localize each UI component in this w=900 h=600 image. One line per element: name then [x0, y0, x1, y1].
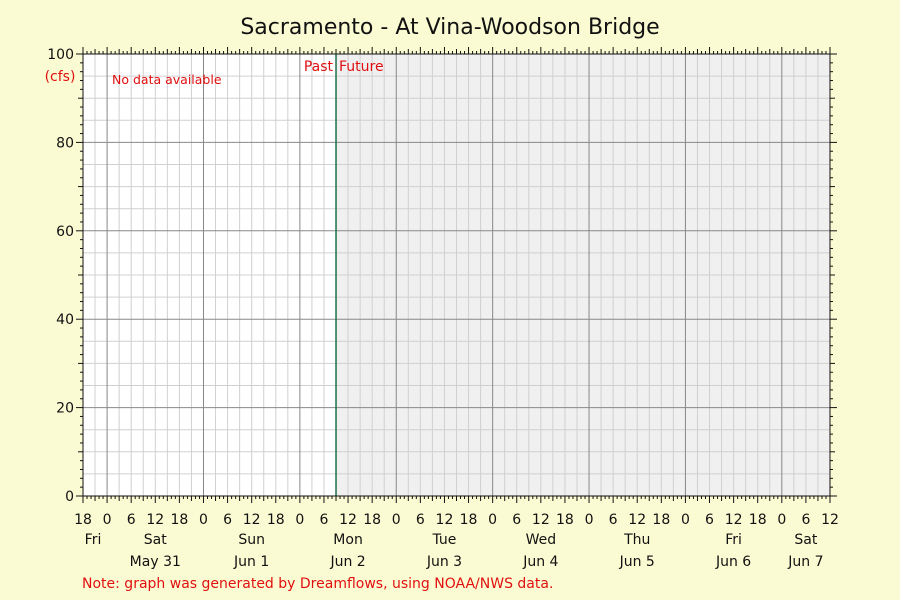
x-hour-label: 18 — [74, 512, 92, 528]
future-label: Future — [339, 59, 384, 75]
x-day-date: Jun 1 — [233, 554, 269, 570]
x-hour-label: 12 — [628, 512, 646, 528]
x-hour-label: 6 — [320, 512, 329, 528]
x-day-date: Jun 7 — [787, 554, 823, 570]
y-tick-label: 20 — [56, 401, 74, 417]
x-day-name: Mon — [333, 532, 363, 548]
x-day-name: Tue — [431, 532, 456, 548]
x-day-date: Jun 3 — [426, 554, 462, 570]
x-hour-label: 0 — [392, 512, 401, 528]
major-grid — [83, 54, 830, 496]
x-day-date: May 31 — [130, 554, 181, 570]
x-hour-label: 6 — [416, 512, 425, 528]
x-hour-label: 0 — [488, 512, 497, 528]
x-day-date: Jun 2 — [329, 554, 365, 570]
y-tick-label: 60 — [56, 224, 74, 240]
x-hour-label: 18 — [170, 512, 188, 528]
y-axis-unit: (cfs) — [45, 69, 76, 85]
y-axis-labels: 0 20 40 60 80 100 — [47, 47, 74, 505]
x-day-date: Jun 6 — [715, 554, 751, 570]
x-hour-label: 12 — [436, 512, 454, 528]
x-hour-label: 18 — [749, 512, 767, 528]
x-day-name: Fri — [725, 532, 742, 548]
x-axis-day-labels: Fri Sat Sun Mon Tue Wed Thu Fri Sat — [85, 532, 818, 548]
x-hour-label: 6 — [223, 512, 232, 528]
chart-title: Sacramento - At Vina-Woodson Bridge — [240, 15, 659, 40]
no-data-label: No data available — [112, 72, 222, 87]
footer-note: Note: graph was generated by Dreamflows,… — [82, 576, 553, 592]
x-day-date: Jun 4 — [522, 554, 558, 570]
x-day-name: Fri — [85, 532, 102, 548]
x-hour-label: 0 — [777, 512, 786, 528]
x-hour-label: 18 — [363, 512, 381, 528]
x-hour-label: 12 — [243, 512, 261, 528]
x-hour-label: 0 — [681, 512, 690, 528]
x-hour-label: 12 — [821, 512, 839, 528]
x-hour-label: 18 — [460, 512, 478, 528]
x-hour-label: 18 — [652, 512, 670, 528]
axis-ticks — [76, 47, 837, 503]
y-tick-label: 40 — [56, 312, 74, 328]
x-day-name: Sat — [144, 532, 167, 548]
x-hour-label: 12 — [146, 512, 164, 528]
x-hour-label: 12 — [532, 512, 550, 528]
x-hour-label: 6 — [801, 512, 810, 528]
x-axis-date-labels: May 31 Jun 1 Jun 2 Jun 3 Jun 4 Jun 5 Jun 6 Jun … — [130, 554, 824, 570]
x-hour-label: 6 — [609, 512, 618, 528]
x-hour-label: 18 — [267, 512, 285, 528]
x-day-name: Sat — [794, 532, 817, 548]
x-day-name: Sun — [238, 532, 265, 548]
x-hour-label: 0 — [585, 512, 594, 528]
y-tick-label: 80 — [56, 135, 74, 151]
x-hour-label: 0 — [199, 512, 208, 528]
x-hour-label: 0 — [295, 512, 304, 528]
y-tick-label: 0 — [65, 489, 74, 505]
x-day-name: Wed — [526, 532, 557, 548]
x-hour-label: 12 — [725, 512, 743, 528]
past-label: Past — [304, 59, 334, 75]
x-hour-label: 12 — [339, 512, 357, 528]
y-tick-label: 100 — [47, 47, 74, 63]
x-day-name: Thu — [623, 532, 650, 548]
x-day-date: Jun 5 — [619, 554, 655, 570]
x-axis-hour-labels: 18 0 6 12 18 0 6 12 18 0 6 12 18 0 6 12 18 0 6 12 18 0 6 12 18 0 6… — [74, 512, 839, 528]
x-hour-label: 6 — [512, 512, 521, 528]
x-hour-label: 6 — [705, 512, 714, 528]
x-hour-label: 6 — [127, 512, 136, 528]
minor-grid — [83, 54, 830, 496]
x-hour-label: 18 — [556, 512, 574, 528]
x-hour-label: 0 — [103, 512, 112, 528]
